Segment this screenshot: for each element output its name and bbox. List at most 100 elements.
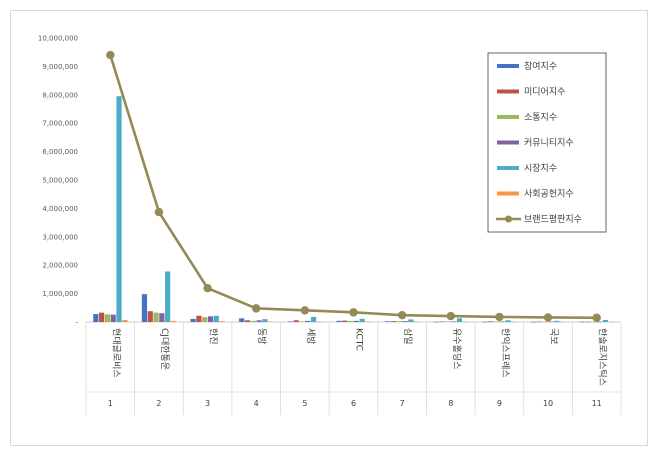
- y-tick-label: 4,000,000: [42, 205, 78, 213]
- x-category-label: 한익스프레스: [499, 328, 511, 378]
- point-브랜드평판지수: [349, 308, 358, 317]
- bar-시장지수: [602, 320, 608, 322]
- bar-미디어지수: [439, 321, 445, 323]
- bar-사회공헌지수: [316, 321, 322, 323]
- bar-미디어지수: [488, 321, 494, 322]
- x-index-label: 2: [156, 399, 161, 408]
- bar-커뮤니티지수: [548, 321, 554, 323]
- point-브랜드평판지수: [203, 284, 212, 293]
- bar-시장지수: [310, 316, 317, 322]
- bar-시장지수: [554, 320, 560, 322]
- bar-커뮤니티지수: [159, 313, 165, 322]
- point-브랜드평판지수: [252, 304, 261, 313]
- x-category-label: 세방: [305, 328, 316, 345]
- bar-시장지수: [456, 318, 463, 322]
- x-category-label: 유수홀딩스: [451, 328, 463, 369]
- bar-참여지수: [190, 318, 196, 322]
- bar-커뮤니티지수: [451, 321, 457, 323]
- x-index-label: 11: [592, 399, 602, 408]
- bar-소통지수: [104, 314, 111, 322]
- x-index-label: 8: [448, 399, 453, 408]
- legend-swatch: [497, 64, 519, 68]
- bar-소통지수: [348, 320, 354, 322]
- legend-swatch: [497, 166, 519, 170]
- bar-커뮤니티지수: [402, 321, 408, 322]
- bar-사회공헌지수: [365, 321, 371, 323]
- y-tick-label: -: [75, 319, 78, 327]
- x-category-label: 국보: [548, 328, 559, 345]
- x-category-label: 한솔로지스틱스: [597, 328, 609, 386]
- x-category-label: KCTC: [354, 328, 364, 351]
- x-index-label: 1: [108, 399, 113, 408]
- point-브랜드평판지수: [495, 312, 504, 322]
- y-tick-label: 8,000,000: [42, 91, 78, 99]
- bar-소통지수: [153, 312, 159, 322]
- point-브랜드평판지수: [543, 313, 553, 322]
- bar-사회공헌지수: [608, 321, 614, 323]
- x-index-label: 5: [302, 399, 307, 408]
- bar-시장지수: [359, 318, 365, 322]
- x-index-label: 9: [497, 399, 502, 408]
- line-layer: [106, 50, 601, 322]
- bar-사회공헌지수: [170, 320, 177, 322]
- bar-소통지수: [493, 321, 500, 323]
- y-tick-label: 7,000,000: [42, 120, 78, 128]
- point-브랜드평판지수: [397, 310, 407, 320]
- bar-소통지수: [202, 317, 208, 322]
- legend-swatch: [497, 140, 519, 145]
- point-브랜드평판지수: [446, 311, 455, 321]
- x-category-label: 현대글로비스: [110, 328, 121, 378]
- legend-swatch: [497, 191, 519, 196]
- bar-시장지수: [213, 315, 219, 322]
- bar-사회공헌지수: [268, 321, 274, 323]
- point-브랜드평판지수: [154, 207, 164, 217]
- legend-swatch: [497, 89, 519, 94]
- bar-소통지수: [396, 321, 402, 322]
- bar-미디어지수: [244, 320, 251, 322]
- bar-참여지수: [239, 318, 245, 322]
- bar-사회공헌지수: [462, 321, 468, 323]
- bar-소통지수: [542, 321, 548, 323]
- bar-소통지수: [299, 321, 305, 323]
- legend-label: 소통지수: [524, 112, 557, 123]
- bar-커뮤니티지수: [499, 321, 505, 323]
- bar-미디어지수: [390, 321, 397, 322]
- bar-사회공헌지수: [511, 321, 517, 323]
- bar-참여지수: [287, 321, 293, 323]
- bar-커뮤니티지수: [305, 320, 311, 322]
- point-브랜드평판지수: [300, 306, 310, 315]
- y-tick-label: 9,000,000: [42, 63, 78, 71]
- bar-미디어지수: [585, 321, 591, 323]
- bar-시장지수: [505, 320, 511, 322]
- bar-미디어지수: [99, 312, 105, 322]
- bar-참여지수: [433, 321, 439, 323]
- legend-marker: [505, 215, 512, 223]
- bar-사회공헌지수: [219, 321, 225, 322]
- bar-시장지수: [116, 96, 122, 322]
- bar-미디어지수: [293, 320, 299, 322]
- bar-참여지수: [93, 314, 99, 322]
- bar-참여지수: [385, 321, 391, 322]
- bar-미디어지수: [342, 320, 348, 322]
- x-category-label: 동방: [256, 328, 267, 345]
- bar-커뮤니티지수: [256, 320, 262, 322]
- point-브랜드평판지수: [592, 313, 601, 322]
- bar-소통지수: [591, 321, 597, 323]
- bar-미디어지수: [147, 311, 153, 322]
- x-category-label: CJ대한통운: [159, 328, 170, 370]
- x-index-label: 10: [543, 399, 553, 408]
- bar-커뮤니티지수: [353, 320, 359, 322]
- bar-커뮤니티지수: [110, 314, 116, 322]
- y-tick-label: 10,000,000: [38, 35, 78, 43]
- legend-swatch: [497, 115, 519, 119]
- x-index-label: 7: [400, 399, 405, 408]
- y-tick-label: 1,000,000: [42, 290, 78, 298]
- bar-참여지수: [336, 320, 342, 322]
- y-tick-label: 5,000,000: [42, 177, 78, 185]
- bar-소통지수: [250, 320, 256, 322]
- bars-layer: [93, 96, 614, 323]
- bar-커뮤니티지수: [207, 316, 214, 322]
- legend-label: 사회공헌지수: [524, 189, 574, 200]
- bar-시장지수: [262, 319, 268, 322]
